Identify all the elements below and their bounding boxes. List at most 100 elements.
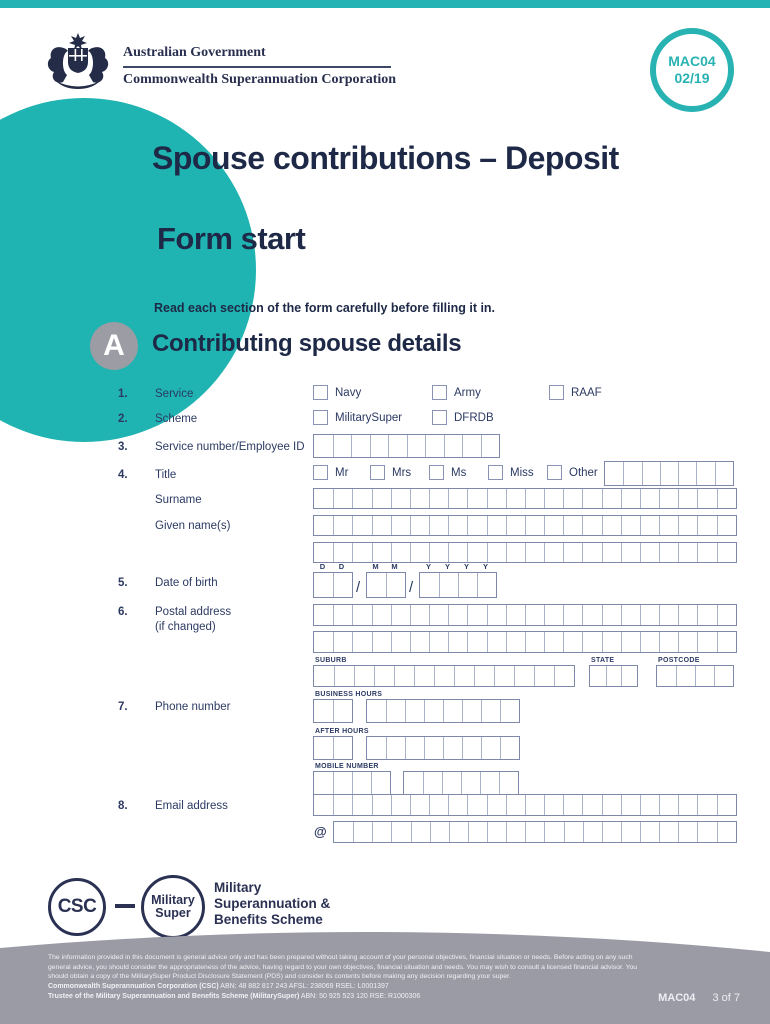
input-cell[interactable]: [601, 822, 621, 842]
input-cell[interactable]: [390, 489, 410, 508]
navy-checkbox[interactable]: [313, 385, 328, 400]
input-cell[interactable]: [639, 516, 659, 535]
input-cell[interactable]: [352, 516, 371, 535]
input-cell[interactable]: [333, 700, 352, 722]
input-cell[interactable]: [333, 737, 352, 759]
input-cell[interactable]: [605, 462, 623, 485]
input-cell[interactable]: [474, 666, 494, 686]
input-cell[interactable]: [544, 632, 563, 652]
postcode-input[interactable]: [656, 665, 734, 687]
input-cell[interactable]: [448, 795, 467, 815]
input-cell[interactable]: [601, 543, 621, 562]
input-cell[interactable]: [429, 795, 448, 815]
input-cell[interactable]: [524, 516, 544, 535]
business-phone-area-input[interactable]: [313, 699, 353, 723]
input-cell[interactable]: [554, 666, 574, 686]
input-cell[interactable]: [480, 772, 499, 794]
input-cell[interactable]: [467, 632, 486, 652]
input-cell[interactable]: [423, 772, 442, 794]
input-cell[interactable]: [678, 605, 697, 625]
input-cell[interactable]: [590, 666, 606, 686]
input-cell[interactable]: [582, 605, 601, 625]
input-cell[interactable]: [371, 543, 391, 562]
input-cell[interactable]: [601, 632, 621, 652]
input-cell[interactable]: [367, 737, 386, 759]
input-cell[interactable]: [639, 632, 659, 652]
input-cell[interactable]: [352, 632, 371, 652]
input-cell[interactable]: [390, 516, 410, 535]
input-cell[interactable]: [481, 700, 500, 722]
service-number-input[interactable]: [313, 434, 500, 458]
input-cell[interactable]: [505, 632, 525, 652]
input-cell[interactable]: [563, 632, 582, 652]
input-cell[interactable]: [544, 822, 563, 842]
input-cell[interactable]: [534, 666, 554, 686]
input-cell[interactable]: [477, 573, 496, 597]
input-cell[interactable]: [352, 795, 371, 815]
input-cell[interactable]: [620, 543, 640, 562]
input-cell[interactable]: [386, 573, 405, 597]
input-cell[interactable]: [404, 772, 423, 794]
input-cell[interactable]: [462, 700, 481, 722]
ms-checkbox[interactable]: [429, 465, 444, 480]
input-cell[interactable]: [481, 737, 500, 759]
input-cell[interactable]: [425, 435, 444, 457]
input-cell[interactable]: [620, 516, 640, 535]
army-checkbox[interactable]: [432, 385, 447, 400]
input-cell[interactable]: [716, 516, 736, 535]
input-cell[interactable]: [505, 543, 525, 562]
email-input-row2[interactable]: [333, 821, 737, 843]
input-cell[interactable]: [367, 700, 386, 722]
input-cell[interactable]: [544, 605, 563, 625]
input-cell[interactable]: [505, 605, 525, 625]
input-cell[interactable]: [544, 489, 563, 508]
input-cell[interactable]: [716, 489, 736, 508]
input-cell[interactable]: [582, 822, 602, 842]
input-cell[interactable]: [659, 795, 678, 815]
input-cell[interactable]: [391, 822, 410, 842]
input-cell[interactable]: [678, 462, 696, 485]
input-cell[interactable]: [620, 605, 640, 625]
input-cell[interactable]: [486, 632, 506, 652]
input-cell[interactable]: [352, 489, 371, 508]
input-cell[interactable]: [390, 632, 410, 652]
input-cell[interactable]: [486, 516, 506, 535]
input-cell[interactable]: [372, 822, 391, 842]
suburb-input[interactable]: [313, 665, 575, 687]
input-cell[interactable]: [333, 772, 352, 794]
input-cell[interactable]: [494, 666, 514, 686]
input-cell[interactable]: [487, 822, 506, 842]
input-cell[interactable]: [467, 605, 486, 625]
input-cell[interactable]: [544, 543, 563, 562]
input-cell[interactable]: [371, 516, 391, 535]
input-cell[interactable]: [424, 700, 443, 722]
input-cell[interactable]: [659, 489, 678, 508]
input-cell[interactable]: [697, 822, 716, 842]
input-cell[interactable]: [582, 516, 601, 535]
input-cell[interactable]: [676, 666, 695, 686]
given-names-input-row2[interactable]: [313, 542, 737, 563]
input-cell[interactable]: [500, 700, 519, 722]
checkbox-option-raaf[interactable]: RAAF: [549, 385, 602, 400]
input-cell[interactable]: [352, 605, 371, 625]
input-cell[interactable]: [524, 632, 544, 652]
input-cell[interactable]: [314, 737, 333, 759]
input-cell[interactable]: [405, 737, 424, 759]
input-cell[interactable]: [369, 435, 389, 457]
input-cell[interactable]: [640, 822, 659, 842]
input-cell[interactable]: [486, 795, 506, 815]
input-cell[interactable]: [620, 489, 640, 508]
input-cell[interactable]: [405, 700, 424, 722]
input-cell[interactable]: [420, 573, 439, 597]
input-cell[interactable]: [409, 543, 429, 562]
mobile-prefix-input[interactable]: [313, 771, 391, 795]
input-cell[interactable]: [641, 462, 660, 485]
input-cell[interactable]: [354, 666, 374, 686]
input-cell[interactable]: [448, 543, 467, 562]
input-cell[interactable]: [505, 795, 525, 815]
input-cell[interactable]: [352, 772, 371, 794]
input-cell[interactable]: [499, 772, 518, 794]
input-cell[interactable]: [429, 632, 448, 652]
input-cell[interactable]: [429, 516, 448, 535]
dob-month-input[interactable]: [366, 572, 406, 598]
